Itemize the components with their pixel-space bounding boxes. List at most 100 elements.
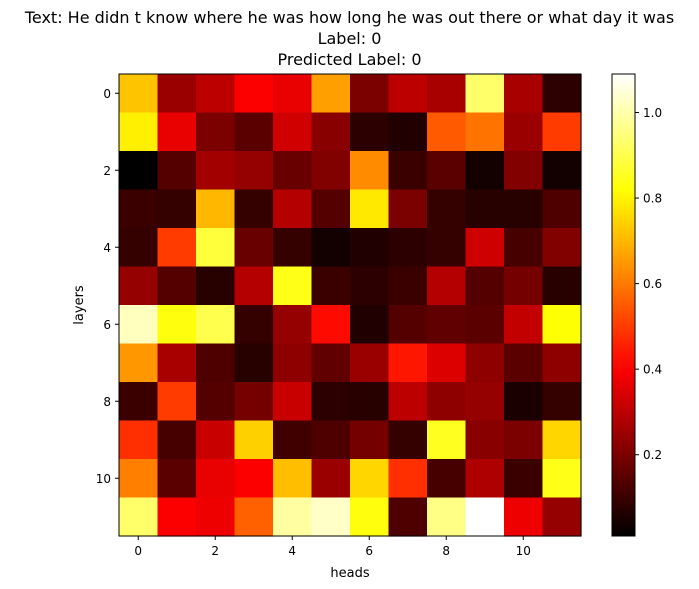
heatmap-cells <box>119 74 582 537</box>
heatmap-cell <box>388 497 428 537</box>
heatmap-cell <box>196 305 236 345</box>
heatmap-cell <box>273 112 313 152</box>
heatmap-cell <box>504 382 544 422</box>
heatmap-cell <box>234 497 274 537</box>
heatmap-cell <box>196 343 236 383</box>
heatmap-cell <box>350 266 390 306</box>
heatmap-cell <box>388 189 428 229</box>
heatmap-cell <box>311 228 351 268</box>
x-tick-label: 4 <box>288 544 296 558</box>
heatmap-cell <box>504 266 544 306</box>
heatmap-cell <box>273 74 313 114</box>
heatmap-cell <box>388 112 428 152</box>
x-tick-label: 6 <box>365 544 373 558</box>
heatmap-cell <box>427 343 467 383</box>
heatmap-cell <box>157 266 197 306</box>
heatmap-cell <box>234 151 274 191</box>
heatmap-cell <box>196 228 236 268</box>
heatmap-cell <box>427 74 467 114</box>
heatmap-cell <box>273 228 313 268</box>
heatmap-cell <box>350 459 390 499</box>
heatmap-cell <box>311 497 351 537</box>
heatmap-cell <box>504 305 544 345</box>
colorbar-frame <box>611 73 636 537</box>
heatmap-cell <box>311 343 351 383</box>
heatmap-cell <box>427 266 467 306</box>
x-tick-label: 10 <box>516 544 531 558</box>
heatmap-cell <box>388 420 428 460</box>
heatmap-cell <box>542 382 582 422</box>
heatmap-cell <box>196 112 236 152</box>
heatmap-cell <box>311 189 351 229</box>
heatmap-cell <box>196 74 236 114</box>
heatmap-cell <box>119 189 159 229</box>
colorbar <box>612 74 635 536</box>
x-tick-label: 8 <box>442 544 450 558</box>
heatmap-cell <box>311 266 351 306</box>
heatmap-cell <box>311 112 351 152</box>
heatmap-cell <box>119 112 159 152</box>
y-axis-label: layers <box>72 285 87 325</box>
heatmap-cell <box>427 228 467 268</box>
heatmap-cell <box>427 420 467 460</box>
heatmap-cell <box>157 459 197 499</box>
colorbar-tick-label: 0.2 <box>643 448 662 462</box>
heatmap-cell <box>196 151 236 191</box>
heatmap-cell <box>119 382 159 422</box>
heatmap-cell <box>119 228 159 268</box>
heatmap-cell <box>157 228 197 268</box>
heatmap-cell <box>273 382 313 422</box>
heatmap-cell <box>196 382 236 422</box>
heatmap-cell <box>465 74 505 114</box>
chart-title-label: Label: 0 <box>317 29 382 48</box>
y-tick-label: 4 <box>103 241 111 255</box>
heatmap-cell <box>119 343 159 383</box>
heatmap-cell <box>542 343 582 383</box>
heatmap-cell <box>465 305 505 345</box>
y-tick-label: 2 <box>103 164 111 178</box>
heatmap-cell <box>273 497 313 537</box>
heatmap-cell <box>157 420 197 460</box>
heatmap-cell <box>311 305 351 345</box>
heatmap-cell <box>273 189 313 229</box>
heatmap-cell <box>311 151 351 191</box>
heatmap-cell <box>542 74 582 114</box>
heatmap-cell <box>542 420 582 460</box>
heatmap-cell <box>350 74 390 114</box>
heatmap-cell <box>388 74 428 114</box>
heatmap-cell <box>465 112 505 152</box>
heatmap-cell <box>157 305 197 345</box>
heatmap-cell <box>542 305 582 345</box>
y-tick-label: 8 <box>103 395 111 409</box>
heatmap-cell <box>427 497 467 537</box>
heatmap-cell <box>234 382 274 422</box>
heatmap-cell <box>542 459 582 499</box>
heatmap-cell <box>465 151 505 191</box>
heatmap-cell <box>350 343 390 383</box>
x-axis: 0 2 4 6 8 10 <box>134 536 531 558</box>
heatmap-cell <box>465 382 505 422</box>
heatmap-cell <box>157 497 197 537</box>
heatmap-cell <box>119 151 159 191</box>
heatmap-cell <box>311 459 351 499</box>
y-tick-label: 0 <box>103 87 111 101</box>
heatmap-cell <box>388 305 428 345</box>
colorbar-tick-label: 1.0 <box>643 106 662 120</box>
heatmap-cell <box>388 266 428 306</box>
colorbar-tick-label: 0.4 <box>643 363 662 377</box>
colorbar-tick-label: 0.8 <box>643 192 662 206</box>
heatmap-cell <box>157 112 197 152</box>
heatmap-cell <box>504 420 544 460</box>
heatmap-cell <box>465 343 505 383</box>
heatmap-cell <box>234 305 274 345</box>
heatmap-cell <box>504 74 544 114</box>
heatmap-cell <box>504 497 544 537</box>
heatmap-cell <box>465 228 505 268</box>
heatmap-cell <box>504 343 544 383</box>
heatmap-cell <box>311 420 351 460</box>
x-tick-label: 2 <box>211 544 219 558</box>
heatmap-cell <box>273 151 313 191</box>
heatmap-cell <box>119 305 159 345</box>
